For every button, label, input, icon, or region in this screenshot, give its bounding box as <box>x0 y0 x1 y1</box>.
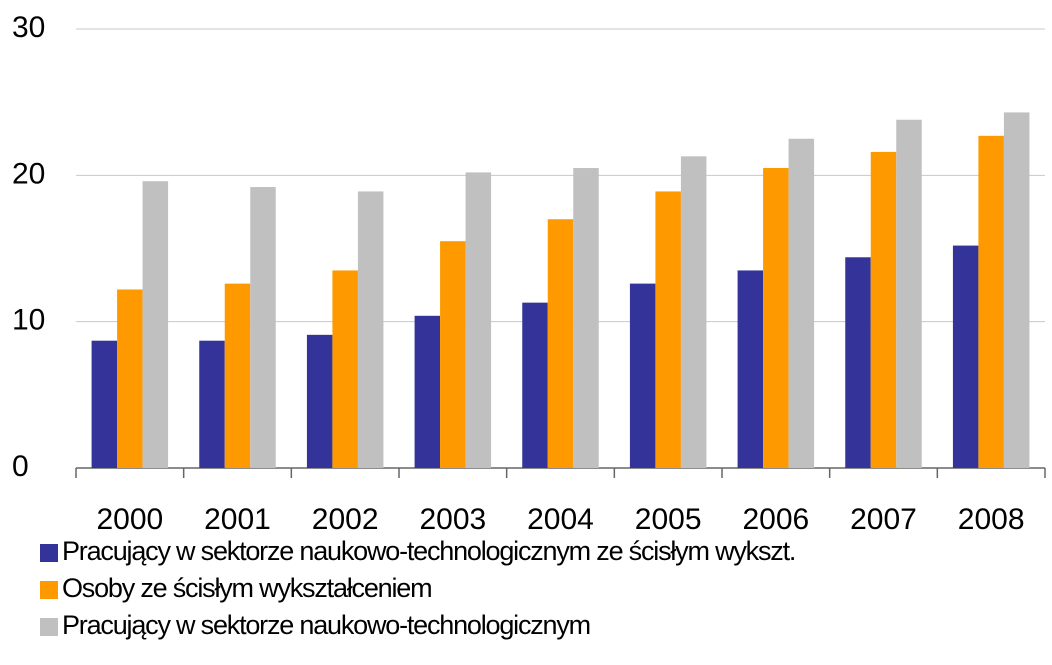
bar <box>250 187 276 469</box>
bar <box>522 302 548 468</box>
bar <box>629 283 656 468</box>
bar <box>737 270 764 468</box>
legend-label: Pracujący w sektorze naukowo-technologic… <box>62 610 590 640</box>
bar <box>655 191 681 468</box>
legend-label: Osoby ze ścisłym wykształceniem <box>62 573 431 603</box>
bar <box>978 135 1004 468</box>
y-tick-label: 20 <box>12 157 45 190</box>
x-tick-label: 2007 <box>850 503 917 536</box>
bar <box>870 151 897 469</box>
y-tick-label: 10 <box>12 304 45 337</box>
bar <box>357 191 384 468</box>
bar <box>1003 112 1030 468</box>
bar <box>896 119 922 468</box>
x-tick-label: 2003 <box>419 503 486 536</box>
bar <box>199 340 225 468</box>
x-tick-label: 2000 <box>96 503 163 536</box>
y-tick-label: 0 <box>12 450 29 483</box>
x-tick-label: 2004 <box>527 503 594 536</box>
bar <box>91 340 118 468</box>
bar <box>414 315 441 468</box>
legend-label: Pracujący w sektorze naukowo-technologic… <box>62 536 795 566</box>
bar <box>547 219 574 468</box>
bar <box>465 172 492 468</box>
bar <box>224 283 251 468</box>
bar <box>845 257 871 468</box>
x-tick-label: 2005 <box>635 503 702 536</box>
bar <box>788 138 815 468</box>
bar <box>440 241 466 468</box>
bar <box>142 181 169 469</box>
x-tick-label: 2002 <box>312 503 379 536</box>
bar <box>573 168 599 468</box>
bar <box>332 270 358 468</box>
x-tick-label: 2001 <box>204 503 271 536</box>
bar <box>680 156 707 468</box>
bar <box>952 245 979 468</box>
legend-marker <box>40 581 58 599</box>
bar <box>306 334 333 468</box>
y-tick-label: 30 <box>12 11 45 44</box>
legend-marker <box>40 618 58 636</box>
bar <box>117 289 143 468</box>
x-tick-label: 2008 <box>958 503 1025 536</box>
legend-marker <box>40 544 58 562</box>
bar <box>763 168 789 468</box>
x-tick-label: 2006 <box>742 503 809 536</box>
